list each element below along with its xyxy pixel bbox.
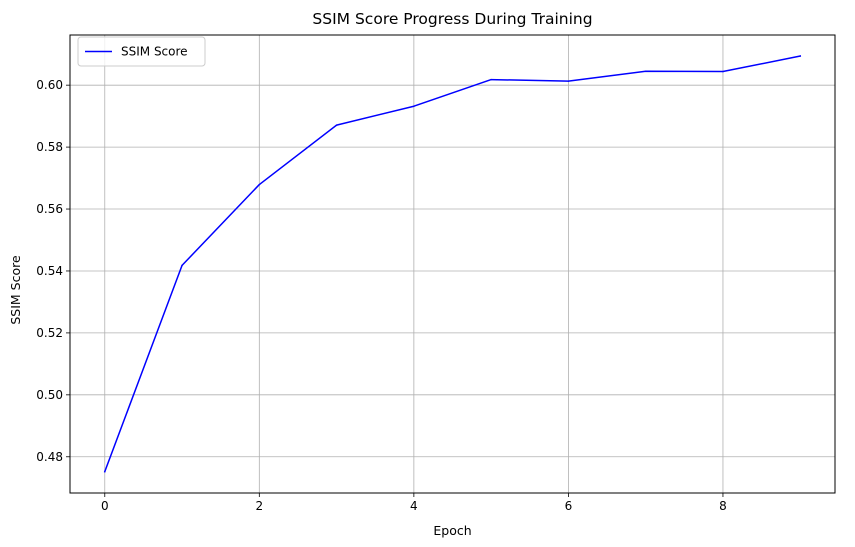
- y-tick-label: 0.54: [36, 264, 63, 278]
- data-point: [335, 124, 338, 126]
- x-tick-label: 4: [410, 499, 418, 513]
- legend: SSIM Score: [77, 36, 206, 67]
- data-point: [258, 183, 261, 186]
- y-tick-label: 0.60: [36, 78, 63, 92]
- y-tick-label: 0.58: [36, 140, 63, 154]
- data-point: [722, 70, 724, 73]
- x-tick-label: 0: [101, 499, 109, 513]
- legend-frame: [77, 36, 206, 67]
- data-point: [413, 105, 415, 107]
- chart-title: SSIM Score Progress During Training: [312, 10, 592, 28]
- y-tick-label: 0.48: [36, 450, 63, 464]
- y-tick-label: 0.56: [36, 202, 63, 216]
- series-line: [103, 55, 802, 473]
- data-point: [567, 80, 570, 82]
- data-point: [181, 264, 183, 267]
- x-axis-ticks: 0 2 4 6 8: [101, 493, 727, 513]
- series-layer: [103, 55, 802, 473]
- data-point: [104, 470, 106, 473]
- y-axis-ticks: 0.48 0.50 0.52 0.54 0.56 0.58 0.60: [36, 78, 70, 464]
- x-axis-label: Epoch: [433, 523, 471, 538]
- x-tick-label: 8: [719, 499, 727, 513]
- plot-area-frame: [69, 34, 836, 494]
- x-tick-label: 2: [255, 499, 263, 513]
- y-tick-label: 0.50: [36, 388, 63, 402]
- y-axis-label: SSIM Score: [8, 255, 23, 325]
- data-point: [490, 78, 492, 81]
- data-point: [799, 55, 801, 57]
- x-tick-label: 6: [565, 499, 573, 513]
- y-tick-label: 0.52: [36, 326, 63, 340]
- grid: [70, 35, 835, 493]
- data-point: [644, 70, 647, 72]
- legend-label: SSIM Score: [121, 45, 188, 59]
